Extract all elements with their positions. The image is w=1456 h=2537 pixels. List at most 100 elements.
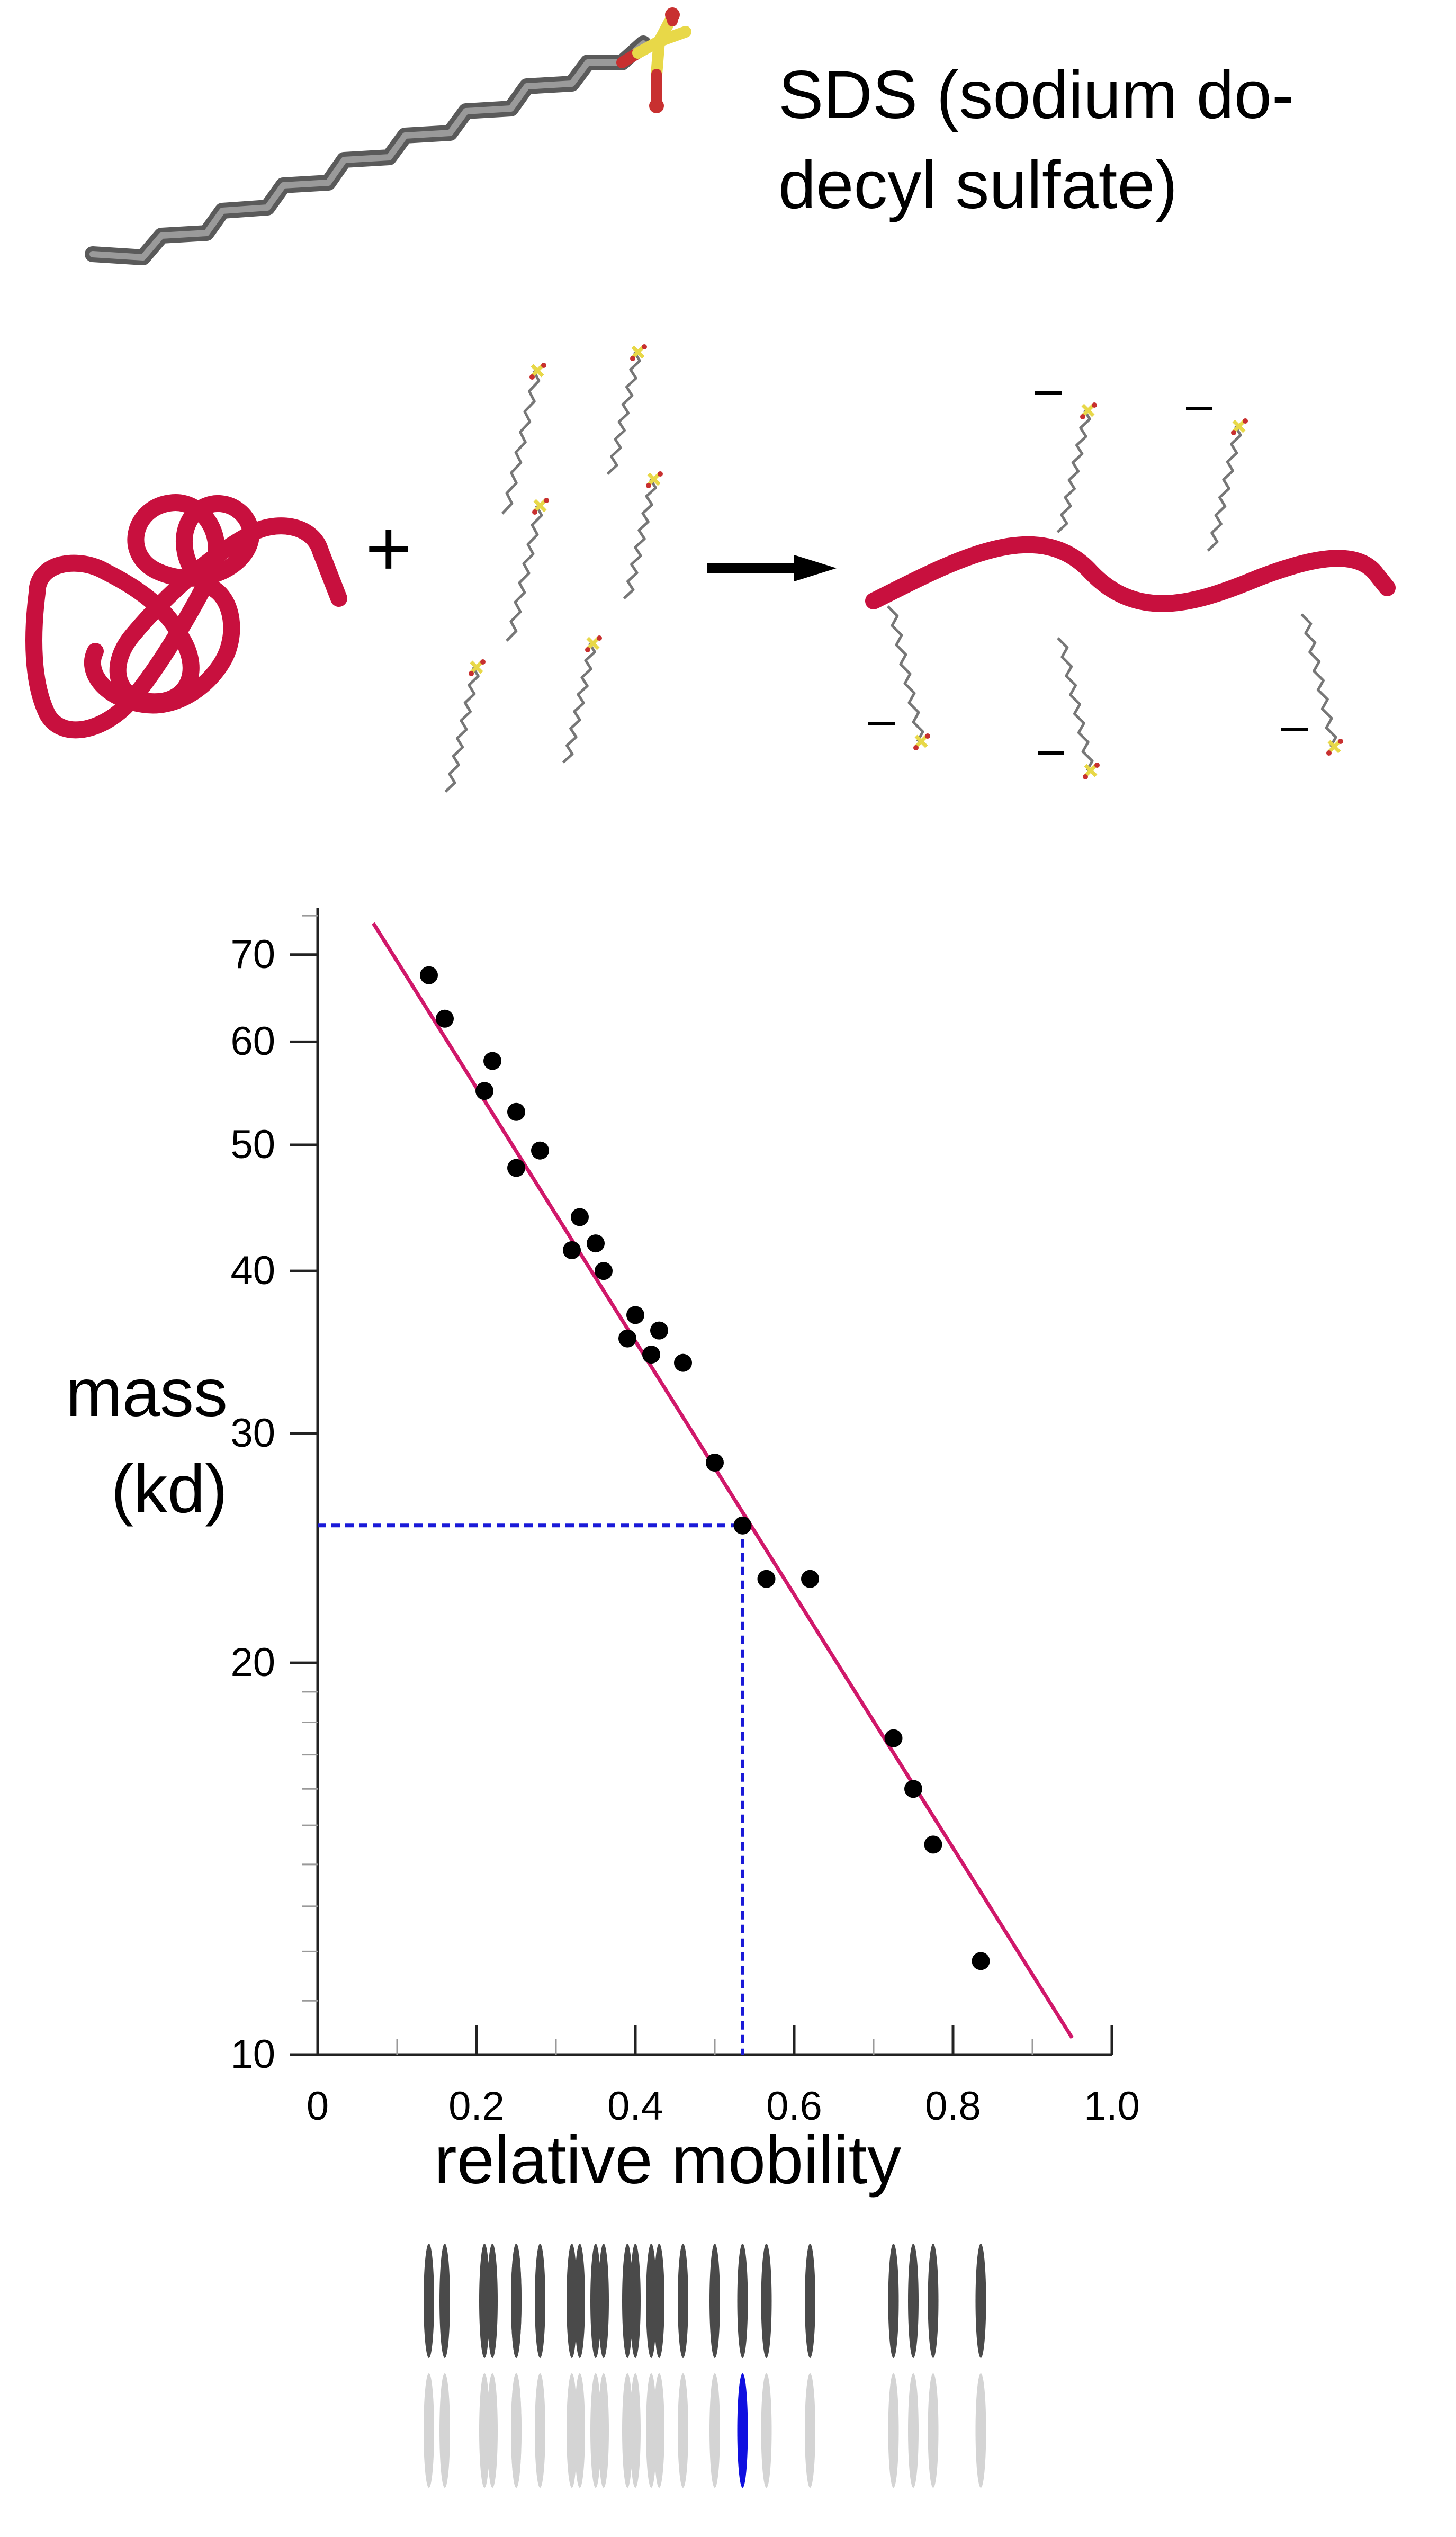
x-tick-label: 0.6	[766, 2084, 822, 2129]
x-tick-label: 0	[306, 2084, 329, 2129]
marker-gel-band	[487, 2244, 498, 2358]
sds-molecule-icon	[606, 344, 647, 475]
sds-label-line1: SDS (sodium do-	[778, 57, 1295, 133]
y-tick-label: 20	[230, 1640, 275, 1686]
y-tick-label: 30	[230, 1411, 275, 1456]
data-points-group	[420, 966, 990, 1970]
data-point	[587, 1234, 605, 1253]
y-tick-label: 10	[230, 2032, 275, 2077]
sample-gel-band	[590, 2373, 601, 2488]
marker-gel-band	[511, 2244, 522, 2358]
y-tick-label: 60	[230, 1019, 275, 1064]
unknown-sample-guides	[318, 1523, 744, 2055]
negative-charge-label: –	[868, 694, 895, 747]
marker-gel-band	[535, 2244, 545, 2358]
data-point	[904, 1780, 922, 1798]
data-point	[563, 1241, 581, 1259]
data-point	[531, 1141, 549, 1160]
sds-molecule-icon: –	[1281, 613, 1343, 756]
sample-gel-band	[598, 2373, 609, 2488]
sample-gel-band	[439, 2373, 450, 2488]
fit-line-group	[372, 922, 1074, 2039]
marker-gel-band	[424, 2244, 434, 2358]
gel-bands-group	[424, 2244, 986, 2488]
sds-molecule-icon	[506, 498, 549, 642]
x-tick-label: 0.4	[607, 2084, 663, 2129]
sample-gel-band	[928, 2373, 939, 2488]
marker-gel-band	[574, 2244, 585, 2358]
x-tick-label: 0.8	[925, 2084, 981, 2129]
data-point	[674, 1353, 692, 1372]
data-point	[706, 1454, 724, 1472]
data-point	[420, 966, 438, 984]
data-point	[475, 1082, 493, 1100]
sds-molecules-group: – – – – –	[444, 344, 1343, 793]
marker-gel-band	[630, 2244, 641, 2358]
sample-gel-band	[622, 2373, 633, 2488]
data-point	[733, 1516, 752, 1535]
sample-gel-band	[678, 2373, 688, 2488]
fit-line	[372, 922, 1074, 2039]
sds-molecule-icon: –	[1186, 379, 1248, 552]
data-point	[507, 1159, 525, 1177]
marker-gel-band	[654, 2244, 664, 2358]
sample-gel-band	[646, 2373, 657, 2488]
data-point	[483, 1052, 501, 1070]
marker-gel-band	[928, 2244, 939, 2358]
y-tick-label: 70	[230, 931, 275, 977]
data-point	[595, 1262, 613, 1280]
marker-gel-band	[479, 2244, 490, 2358]
marker-gel-band	[678, 2244, 688, 2358]
sample-gel-band	[975, 2373, 986, 2488]
marker-gel-band	[646, 2244, 657, 2358]
x-tick-label: 1.0	[1084, 2084, 1140, 2129]
sample-gel-band	[709, 2373, 720, 2488]
y-tick-label: 40	[230, 1248, 275, 1294]
folded-protein-icon	[25, 494, 347, 739]
highlighted-gel-band	[737, 2373, 748, 2488]
data-point	[626, 1306, 644, 1324]
negative-charge-label: –	[1281, 699, 1308, 752]
sample-gel-band	[908, 2373, 919, 2488]
marker-gel-band	[590, 2244, 601, 2358]
data-point	[436, 1009, 454, 1028]
data-point	[507, 1102, 525, 1121]
y-tick-label: 50	[230, 1122, 275, 1167]
data-point	[972, 1952, 990, 1970]
sds-molecule-icon: –	[1038, 637, 1100, 779]
sds-label-line2: decyl sulfate)	[778, 147, 1178, 223]
sample-gel-band	[574, 2373, 585, 2488]
marker-gel-band	[709, 2244, 720, 2358]
sample-gel-band	[630, 2373, 641, 2488]
unfolded-protein-icon	[865, 536, 1396, 612]
sample-gel-band	[535, 2373, 545, 2488]
sample-gel-band	[487, 2373, 498, 2488]
y-axis-title-line1: mass	[66, 1355, 228, 1431]
data-point	[642, 1346, 660, 1364]
marker-gel-band	[888, 2244, 899, 2358]
data-point	[801, 1570, 819, 1588]
negative-charge-label: –	[1035, 363, 1062, 416]
negative-charge-label: –	[1186, 379, 1213, 432]
sds-molecule-icon	[623, 471, 663, 599]
sds-label: SDS (sodium do- decyl sulfate)	[778, 50, 1414, 230]
marker-gel-band	[761, 2244, 772, 2358]
x-tick-label: 0.2	[448, 2084, 505, 2129]
sds-molecule-icon: –	[1035, 363, 1097, 533]
sds-molecule-icon	[501, 363, 546, 515]
negative-charge-label: –	[1038, 723, 1065, 776]
data-point	[618, 1329, 636, 1348]
sds-molecule-icon: –	[868, 605, 930, 750]
x-axis-title: relative mobility	[434, 2122, 902, 2198]
sds-molecule-icon	[85, 7, 691, 265]
y-axis-title: mass (kd)	[32, 1345, 228, 1538]
sample-gel-band	[805, 2373, 815, 2488]
marker-gel-band	[805, 2244, 815, 2358]
marker-gel-band	[737, 2244, 748, 2358]
sample-gel-band	[761, 2373, 772, 2488]
sds-molecule-icon	[562, 635, 602, 764]
y-axis-title-line2: (kd)	[111, 1451, 228, 1527]
plus-sign: +	[365, 504, 412, 593]
data-point	[571, 1208, 589, 1226]
